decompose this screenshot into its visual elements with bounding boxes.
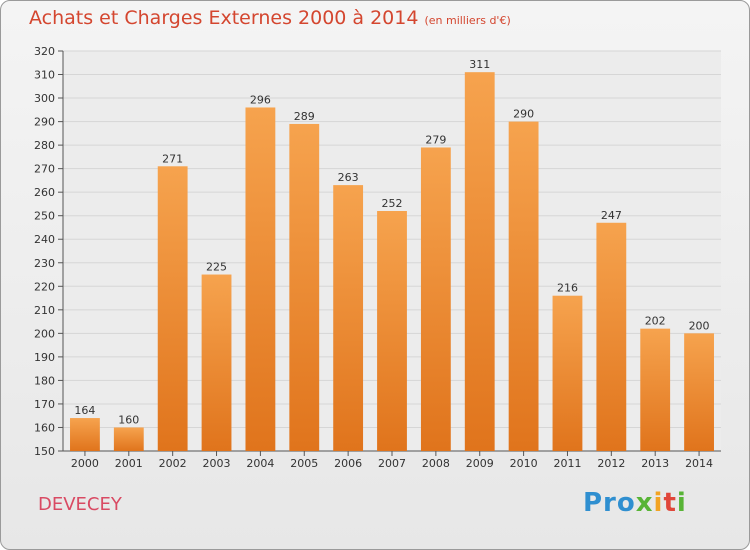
y-tick-label: 210 [34,304,55,317]
y-tick-label: 310 [34,69,55,82]
axes: 150 160 170 180 190 200 210 220 230 240 250 260 270 2… [34,45,721,470]
x-tick-label: 2009 [466,457,494,470]
x-tick-label: 2000 [71,457,99,470]
y-tick-label: 240 [34,233,55,246]
y-tick-label: 160 [34,421,55,434]
y-tick-label: 170 [34,398,55,411]
y-tick-label: 250 [34,210,55,223]
y-tick-label: 180 [34,374,55,387]
x-tick-label: 2014 [685,457,713,470]
bar-2013 [640,328,671,451]
bar-2003 [201,274,232,451]
bar-2006 [333,185,364,451]
y-tick-label: 190 [34,351,55,364]
x-tick-label: 2005 [290,457,318,470]
x-tick-label: 2002 [159,457,187,470]
bar-2004 [245,107,276,452]
proxiti-logo: Proxiti [583,488,687,518]
y-tick-label: 230 [34,257,55,270]
y-tick-label: 270 [34,163,55,176]
bar-2008 [420,147,451,451]
data-label-2014: 200 [689,319,710,332]
x-tick-label: 2001 [115,457,143,470]
chart-title: Achats et Charges Externes 2000 à 2014 (e… [29,7,511,29]
data-label-2003: 225 [206,261,227,274]
bars [70,72,714,452]
x-tick-label: 2004 [246,457,274,470]
chart-unit: (en milliers d'€) [424,14,511,27]
y-tick-label: 320 [34,45,55,58]
data-label-2011: 216 [557,282,578,295]
x-tick-label: 2006 [334,457,362,470]
data-label-2013: 202 [645,315,666,328]
bar-2012 [596,222,627,451]
bar-2007 [377,211,407,451]
x-tick-label: 2011 [553,457,581,470]
bar-2001 [113,427,144,451]
bar-2000 [70,418,100,451]
x-tick-label: 2003 [203,457,231,470]
data-label-2009: 311 [469,58,490,71]
bar-2005 [289,123,320,452]
bar-2014 [684,333,714,451]
bar-2009 [464,72,495,452]
y-tick-label: 220 [34,280,55,293]
data-label-2004: 296 [250,93,271,106]
x-tick-label: 2010 [510,457,538,470]
chart-title-text: Achats et Charges Externes 2000 à 2014 [29,7,419,29]
data-label-2007: 252 [382,197,403,210]
bar-2011 [552,295,583,451]
y-tick-label: 290 [34,116,55,129]
y-tick-label: 260 [34,186,55,199]
x-tick-label: 2013 [641,457,669,470]
x-tick-label: 2012 [597,457,625,470]
bar-2002 [157,166,188,451]
y-tick-label: 280 [34,139,55,152]
x-tick-label: 2007 [378,457,406,470]
commune-name: DEVECEY [38,494,122,515]
x-tick-label: 2008 [422,457,450,470]
data-label-2005: 289 [294,110,315,123]
bar-2010 [508,121,539,452]
data-label-2001: 160 [118,413,139,426]
y-tick-label: 150 [34,445,55,458]
data-label-2002: 271 [162,152,183,165]
data-label-2008: 279 [425,133,446,146]
data-label-2000: 164 [74,404,95,417]
data-label-2012: 247 [601,209,622,222]
y-tick-label: 200 [34,327,55,340]
data-label-2010: 290 [513,108,534,121]
data-label-2006: 263 [338,171,359,184]
y-tick-label: 300 [34,92,55,105]
data-labels: 164 160 271 225 296 289 263 252 279 311 290 216 247 2… [74,58,709,426]
